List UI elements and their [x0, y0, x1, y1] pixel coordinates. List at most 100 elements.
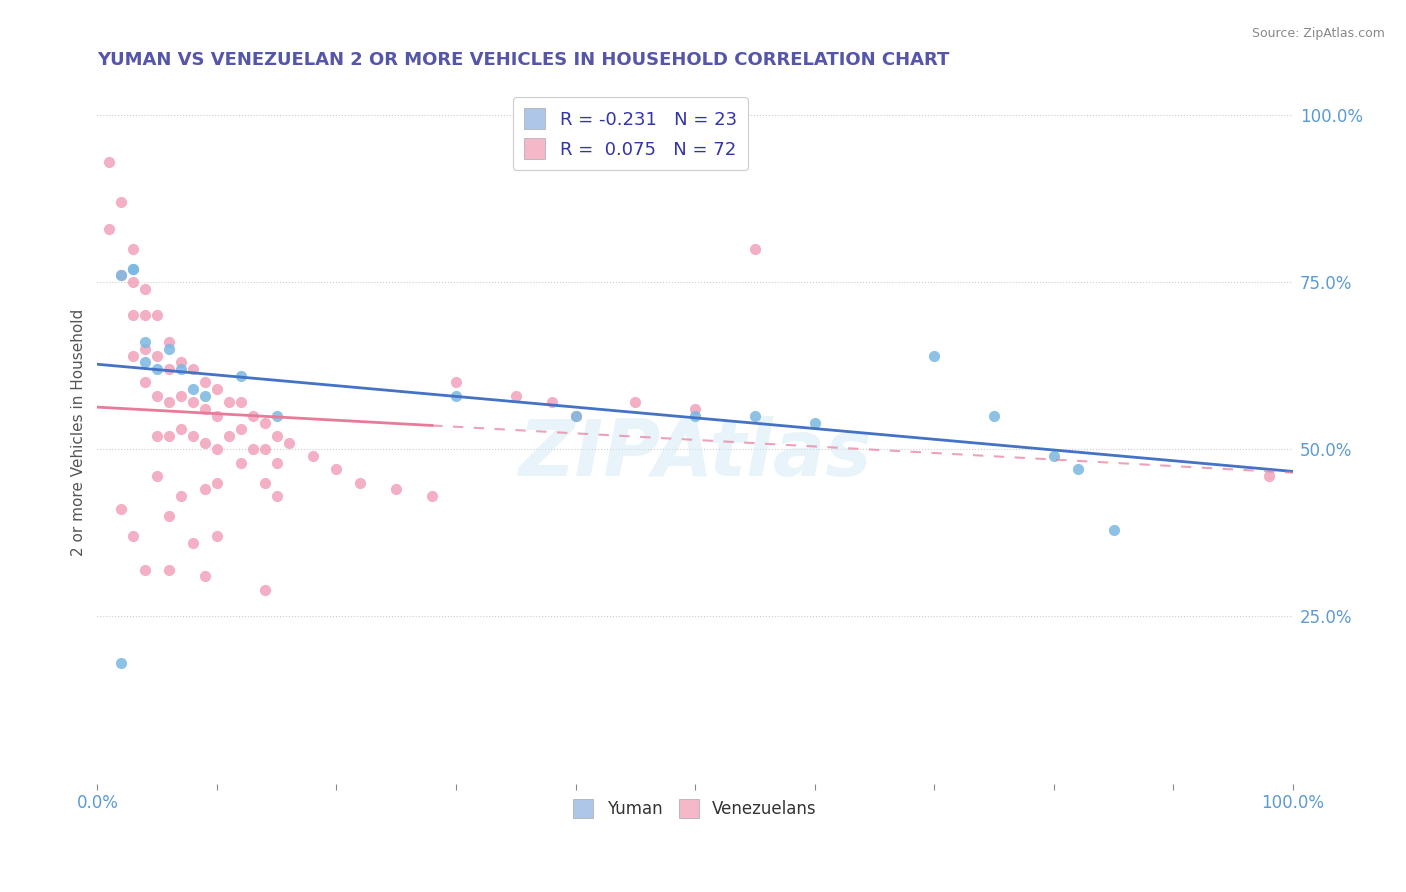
Point — [744, 242, 766, 256]
Point — [194, 402, 217, 417]
Point — [170, 489, 193, 503]
Point — [218, 395, 240, 409]
Point — [349, 475, 371, 490]
Point — [122, 242, 145, 256]
Point — [110, 502, 132, 516]
Point — [277, 435, 299, 450]
Point — [134, 335, 156, 350]
Point — [98, 154, 121, 169]
Point — [110, 268, 132, 283]
Point — [157, 362, 180, 376]
Point — [242, 442, 264, 457]
Point — [181, 429, 204, 443]
Point — [170, 362, 193, 376]
Point — [420, 489, 443, 503]
Point — [110, 657, 132, 671]
Point — [253, 416, 276, 430]
Point — [229, 368, 252, 383]
Point — [181, 395, 204, 409]
Point — [122, 261, 145, 276]
Point — [266, 456, 288, 470]
Point — [146, 349, 169, 363]
Point — [122, 529, 145, 543]
Point — [110, 268, 132, 283]
Point — [683, 402, 706, 417]
Point — [1067, 462, 1090, 476]
Point — [205, 442, 228, 457]
Point — [181, 382, 204, 396]
Point — [253, 442, 276, 457]
Point — [134, 342, 156, 356]
Text: YUMAN VS VENEZUELAN 2 OR MORE VEHICLES IN HOUSEHOLD CORRELATION CHART: YUMAN VS VENEZUELAN 2 OR MORE VEHICLES I… — [97, 51, 949, 69]
Point — [253, 582, 276, 597]
Point — [564, 409, 586, 423]
Point — [122, 309, 145, 323]
Point — [98, 221, 121, 235]
Point — [134, 563, 156, 577]
Point — [922, 349, 945, 363]
Point — [1258, 469, 1281, 483]
Point — [803, 416, 825, 430]
Point — [325, 462, 347, 476]
Point — [157, 429, 180, 443]
Point — [444, 389, 467, 403]
Point — [170, 389, 193, 403]
Point — [170, 355, 193, 369]
Point — [205, 382, 228, 396]
Point — [146, 429, 169, 443]
Point — [205, 475, 228, 490]
Point — [229, 395, 252, 409]
Point — [266, 489, 288, 503]
Point — [229, 456, 252, 470]
Point — [744, 409, 766, 423]
Point — [157, 342, 180, 356]
Point — [134, 309, 156, 323]
Point — [157, 563, 180, 577]
Point — [181, 362, 204, 376]
Point — [181, 536, 204, 550]
Point — [157, 395, 180, 409]
Point — [242, 409, 264, 423]
Point — [194, 435, 217, 450]
Point — [122, 275, 145, 289]
Point — [505, 389, 527, 403]
Point — [146, 469, 169, 483]
Point — [266, 429, 288, 443]
Point — [194, 569, 217, 583]
Point — [146, 362, 169, 376]
Point — [194, 483, 217, 497]
Point — [1102, 523, 1125, 537]
Point — [146, 389, 169, 403]
Point — [194, 376, 217, 390]
Point — [385, 483, 408, 497]
Text: ZIPAtlas: ZIPAtlas — [519, 416, 872, 491]
Point — [564, 409, 586, 423]
Y-axis label: 2 or more Vehicles in Household: 2 or more Vehicles in Household — [72, 309, 86, 557]
Point — [301, 449, 323, 463]
Point — [122, 261, 145, 276]
Point — [683, 409, 706, 423]
Point — [624, 395, 647, 409]
Point — [229, 422, 252, 436]
Point — [218, 429, 240, 443]
Point — [134, 376, 156, 390]
Point — [253, 475, 276, 490]
Point — [146, 309, 169, 323]
Point — [205, 409, 228, 423]
Point — [134, 282, 156, 296]
Point — [110, 194, 132, 209]
Point — [540, 395, 562, 409]
Point — [194, 389, 217, 403]
Point — [444, 376, 467, 390]
Point — [122, 349, 145, 363]
Point — [157, 335, 180, 350]
Point — [134, 355, 156, 369]
Point — [157, 509, 180, 524]
Legend: Yuman, Venezuelans: Yuman, Venezuelans — [567, 792, 824, 824]
Text: Source: ZipAtlas.com: Source: ZipAtlas.com — [1251, 27, 1385, 40]
Point — [205, 529, 228, 543]
Point — [1043, 449, 1066, 463]
Point — [983, 409, 1005, 423]
Point — [266, 409, 288, 423]
Point — [170, 422, 193, 436]
